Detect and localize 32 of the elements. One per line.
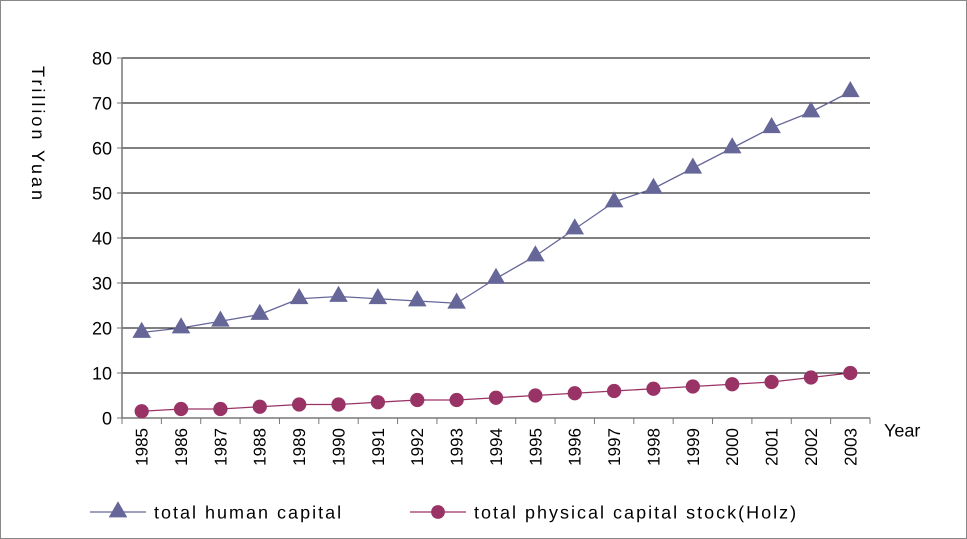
x-tick-label: 1993 — [448, 428, 467, 466]
y-tick-label: 20 — [92, 318, 112, 338]
x-tick-label: 1994 — [486, 428, 506, 466]
x-tick-label: 1987 — [211, 428, 230, 466]
x-tick-label: 1997 — [605, 428, 624, 466]
x-tick-label: 1996 — [566, 428, 585, 466]
x-axis-title: Year — [884, 420, 920, 440]
x-tick-label: 2003 — [841, 428, 860, 466]
x-tick-label: 1985 — [132, 428, 152, 466]
y-tick-label: 30 — [92, 273, 112, 294]
x-tick-label: 1992 — [408, 428, 428, 466]
y-tick-label: 40 — [92, 228, 112, 248]
y-tick-label: 80 — [92, 48, 112, 68]
x-tick-label: 1995 — [526, 428, 546, 466]
y-tick-label: 70 — [92, 93, 112, 114]
x-tick-label: 1988 — [250, 428, 270, 466]
y-tick-label: 60 — [92, 138, 112, 158]
y-tick-label: 50 — [92, 183, 112, 204]
x-tick-label: 1989 — [290, 428, 310, 466]
x-tick-label: 2000 — [723, 428, 742, 466]
y-tick-label: 0 — [102, 408, 112, 428]
x-tick-label: 1986 — [172, 428, 192, 466]
x-tick-label: 1991 — [368, 428, 388, 466]
x-tick-label: 1990 — [329, 428, 348, 466]
legend-label: total physical capital stock(Holz) — [474, 502, 798, 522]
x-tick-label: 2001 — [762, 428, 782, 466]
y-tick-label: 10 — [92, 363, 112, 384]
x-tick-label: 1998 — [644, 428, 664, 466]
legend-label: total human capital — [154, 502, 344, 522]
y-axis-title: Trillion Yuan — [28, 66, 48, 204]
x-tick-label: 2002 — [802, 428, 821, 466]
x-tick-label: 1999 — [684, 428, 703, 466]
